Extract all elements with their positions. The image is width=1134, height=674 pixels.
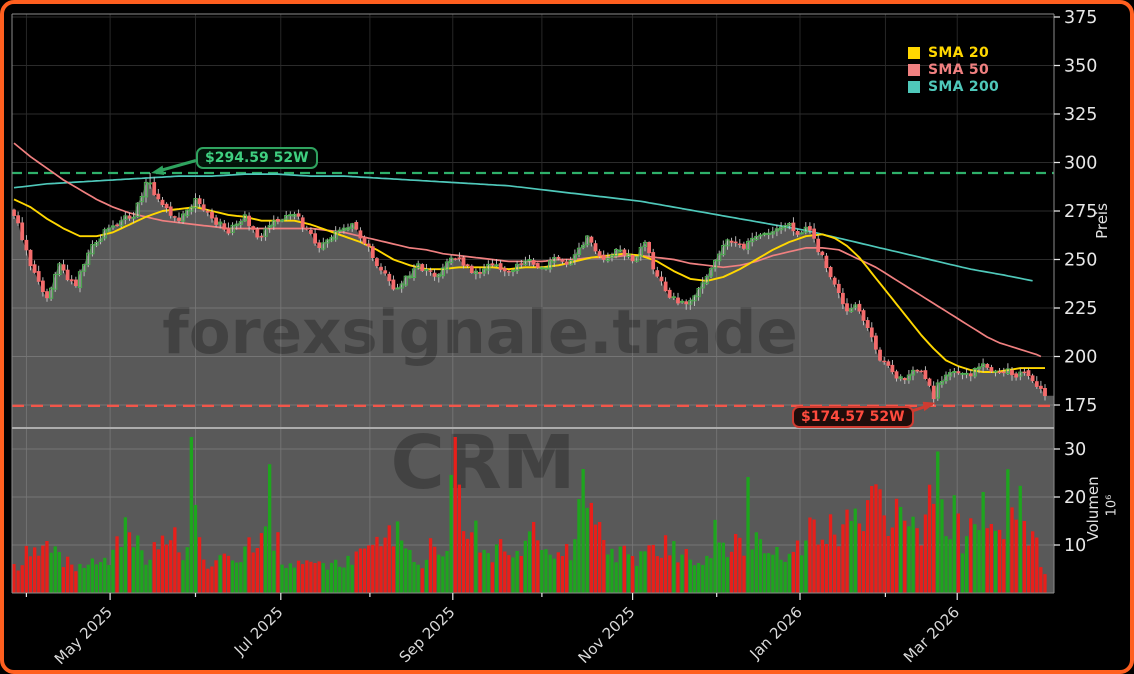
volume-axis-unit: 10⁶: [1104, 494, 1120, 517]
svg-text:350: 350: [1064, 57, 1097, 77]
candles-down: [12, 182, 1047, 400]
svg-text:10: 10: [1064, 536, 1086, 556]
svg-text:Jul 2025: Jul 2025: [230, 603, 287, 660]
candles-up: [49, 181, 1023, 399]
svg-text:225: 225: [1064, 299, 1097, 319]
high-52w-annotation: $294.59 52W: [196, 147, 318, 169]
svg-text:Nov 2025: Nov 2025: [575, 603, 639, 667]
sma200-swatch-icon: [908, 80, 920, 93]
high-52w-arrow: [151, 159, 197, 175]
sma200-label: SMA 200: [928, 78, 1000, 95]
axis-ticks: [25, 16, 1060, 600]
low-52w-annotation: $174.57 52W: [792, 406, 914, 428]
svg-text:30: 30: [1064, 440, 1086, 460]
sma200-line: [13, 173, 1033, 282]
sma50-swatch-icon: [908, 63, 920, 76]
svg-text:375: 375: [1064, 8, 1097, 28]
legend-item-sma20: SMA 20: [908, 44, 999, 61]
svg-text:May 2025: May 2025: [51, 603, 116, 668]
volume-bars: [12, 437, 1047, 593]
plot-spines: [11, 13, 1055, 594]
svg-text:Sep 2025: Sep 2025: [396, 603, 459, 666]
volume-axis-title: Volumen: [1084, 476, 1102, 542]
price-axis-title: Preis: [1093, 203, 1111, 239]
sma20-label: SMA 20: [928, 44, 990, 61]
svg-text:Mar 2026: Mar 2026: [900, 603, 963, 666]
legend: SMA 20 SMA 50 SMA 200: [908, 44, 999, 95]
svg-text:Jan 2026: Jan 2026: [746, 603, 806, 663]
svg-text:300: 300: [1064, 154, 1097, 174]
svg-text:175: 175: [1064, 396, 1097, 416]
svg-text:20: 20: [1064, 488, 1086, 508]
svg-text:250: 250: [1064, 251, 1097, 271]
svg-text:200: 200: [1064, 348, 1097, 368]
svg-text:325: 325: [1064, 105, 1097, 125]
site-watermark: forexsignale.trade: [162, 297, 798, 368]
legend-item-sma200: SMA 200: [908, 78, 999, 95]
sma20-swatch-icon: [908, 46, 920, 59]
sma20-line: [13, 198, 1045, 373]
svg-text:275: 275: [1064, 202, 1097, 222]
legend-item-sma50: SMA 50: [908, 61, 999, 78]
symbol-watermark: CRM: [391, 420, 576, 506]
sma50-label: SMA 50: [928, 61, 990, 78]
